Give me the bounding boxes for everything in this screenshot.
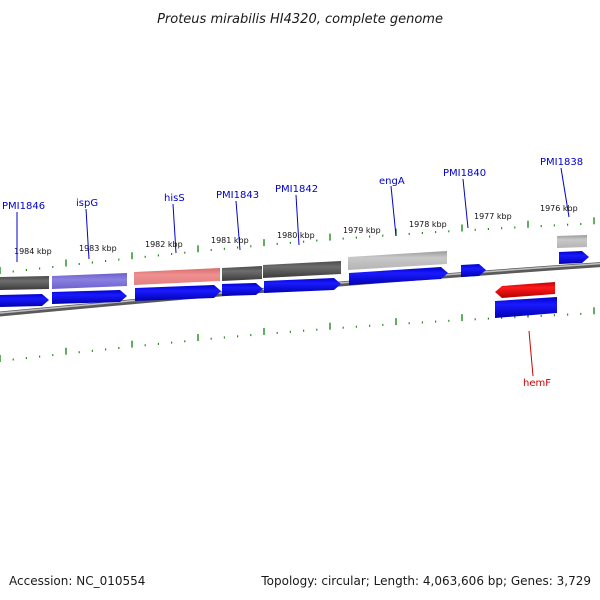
scale-label-1977: 1977 kbp xyxy=(474,212,512,221)
cds-arrow-reverse xyxy=(495,282,555,298)
inner-scale-ticks xyxy=(0,307,595,362)
scale-label-1979: 1979 kbp xyxy=(343,226,381,235)
feature-bar-reverse xyxy=(495,297,557,318)
gene-label-pmi1842[interactable]: PMI1842 xyxy=(275,184,318,195)
leader-line xyxy=(560,167,570,218)
label-leaders xyxy=(16,167,570,377)
gene-labels: PMI1846 ispG hisS PMI1843 PMI1842 engA P… xyxy=(2,157,583,389)
leader-line-reverse xyxy=(528,330,534,377)
cds-arrow xyxy=(52,290,127,304)
scale-label-1984: 1984 kbp xyxy=(14,247,52,256)
scale-label-1978: 1978 kbp xyxy=(409,220,447,229)
cds-arrow xyxy=(222,283,263,296)
scale-label-1983: 1983 kbp xyxy=(79,244,117,253)
feature-bar xyxy=(52,273,127,289)
scale-label-1976: 1976 kbp xyxy=(540,204,578,213)
leader-line xyxy=(235,200,241,251)
cds-arrow xyxy=(461,264,486,277)
feature-bar xyxy=(557,235,587,248)
cds-arrow xyxy=(0,294,49,307)
cds-arrow xyxy=(349,267,448,285)
feature-bar xyxy=(134,268,220,285)
feature-bar xyxy=(222,266,262,281)
scale-labels: 1984 kbp 1983 kbp 1982 kbp 1981 kbp 1980… xyxy=(14,204,578,256)
scale-label-1981: 1981 kbp xyxy=(211,236,249,245)
outer-scale-ticks xyxy=(0,217,595,274)
feature-bar xyxy=(0,276,49,290)
gene-label-pmi1843[interactable]: PMI1843 xyxy=(216,190,259,201)
forward-cds-arrows xyxy=(0,251,589,307)
scale-label-1982: 1982 kbp xyxy=(145,240,183,249)
gene-label-pmi1838[interactable]: PMI1838 xyxy=(540,157,583,168)
leader-line xyxy=(390,185,397,237)
scale-label-1980: 1980 kbp xyxy=(277,231,315,240)
topology-text: Topology: circular; Length: 4,063,606 bp… xyxy=(260,574,591,588)
leader-line xyxy=(295,194,300,246)
gene-label-ispg[interactable]: ispG xyxy=(76,198,98,209)
gene-label-hemf[interactable]: hemF xyxy=(523,378,551,389)
leader-line xyxy=(172,203,177,254)
gene-label-enga[interactable]: engA xyxy=(379,176,405,187)
feature-bar xyxy=(348,251,447,270)
reverse-cds xyxy=(495,282,557,318)
gene-label-pmi1846[interactable]: PMI1846 xyxy=(2,201,45,212)
accession-text: Accession: NC_010554 xyxy=(9,574,145,588)
feature-bars xyxy=(0,235,587,290)
map-title: Proteus mirabilis HI4320, complete genom… xyxy=(157,12,443,27)
cds-arrow xyxy=(264,278,341,293)
gene-label-hiss[interactable]: hisS xyxy=(164,193,185,204)
feature-bar xyxy=(263,261,341,278)
leader-line xyxy=(85,208,90,260)
gene-label-pmi1840[interactable]: PMI1840 xyxy=(443,168,486,179)
cds-arrow xyxy=(135,285,221,301)
leader-line xyxy=(462,178,469,229)
cds-arrow xyxy=(559,251,589,264)
